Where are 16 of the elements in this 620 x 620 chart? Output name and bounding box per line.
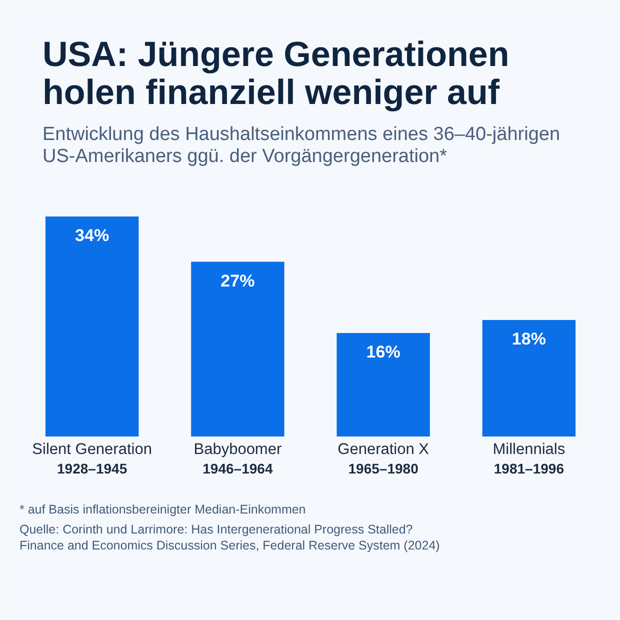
- data-label: 27%: [220, 271, 255, 290]
- bar: [191, 262, 284, 436]
- data-label: 34%: [75, 226, 110, 245]
- x-tick-label: Millennials 1981–1996: [492, 441, 566, 476]
- source-note: Quelle: Corinth und Larrimore: Has Intergenerational Progress Stalled? Finance and Economics Discussion Series, Federal Reserve System (2024): [20, 522, 440, 552]
- data-label: 16%: [366, 342, 400, 362]
- text: * auf Basis inflationsbereinigter Median-Einkommen: [20, 502, 306, 516]
- chart-title: USA: Jüngere Generationen holen finanziell weniger auf: [42, 35, 510, 112]
- bar: [45, 216, 139, 436]
- x-tick-label: Silent Generation 1928–1945: [32, 441, 152, 476]
- data-label: 18%: [512, 330, 546, 349]
- x-tick-label: Generation X 1965–1980: [338, 441, 430, 476]
- x-tick-label: Babyboomer 1946–1964: [194, 441, 282, 476]
- chart-subtitle: Entwicklung des Haushaltseinkommens eines 36–40-jährigen US-Amerikaners ggü. der Vorgängergeneration*: [42, 124, 560, 167]
- bar: [482, 320, 576, 436]
- bar: [336, 332, 430, 436]
